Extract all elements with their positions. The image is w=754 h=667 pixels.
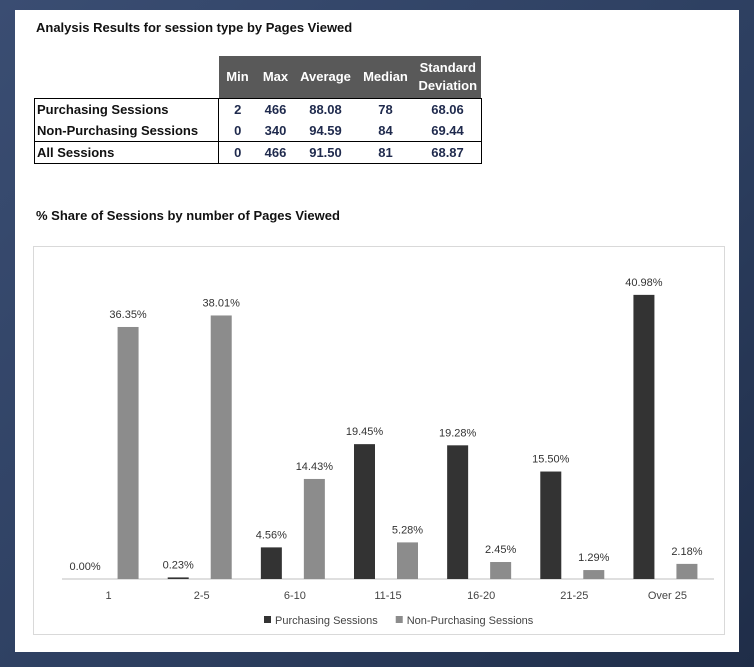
header-min: Min [218,56,257,99]
table-row: Purchasing Sessions 2 466 88.08 78 68.06 [34,98,482,120]
bar-non-purchasing [583,570,605,579]
data-label: 38.01% [203,297,241,309]
header-median: Median [356,56,415,99]
cell-median: 84 [378,123,393,138]
legend-label: Non-Purchasing Sessions [407,615,534,627]
bar-purchasing [167,577,189,579]
cell-min: 0 [218,120,257,142]
data-label: 19.28% [439,427,477,439]
chart-area: 0.00% 36.35% 1 0.23% 38.01% 2-5 4.56% 14.43% 6-1… [33,246,725,635]
bar-purchasing [633,294,655,579]
legend-label: Purchasing Sessions [275,615,378,627]
header-blank [35,56,219,99]
x-tick-label: 11-15 [374,590,401,602]
data-label: 0.23% [163,559,194,571]
table-header-row: Min Max Average Median Standard Deviation [35,56,482,99]
table-row: Non-Purchasing Sessions 0 340 94.59 84 6… [34,120,482,142]
data-label: 2.45% [485,544,516,556]
cell-median: 78 [356,98,415,120]
chart-title: % Share of Sessions by number of Pages V… [36,208,340,223]
cell-max: 466 [256,98,295,120]
cell-average: 94.59 [309,123,342,138]
cell-std: 68.87 [414,141,482,164]
bar-purchasing [354,444,375,579]
row-label: All Sessions [34,141,219,164]
cell-std: 68.06 [414,98,482,120]
bar-chart: 0.00% 36.35% 1 0.23% 38.01% 2-5 4.56% 14.43% 6-1… [62,277,714,627]
bar-non-purchasing [676,563,698,579]
bar-non-purchasing [397,542,418,579]
data-label: 4.56% [256,529,287,541]
cell-std: 69.44 [414,120,482,142]
cell-min: 2 [218,98,257,120]
data-label: 14.43% [296,461,334,473]
cell-median: 81 [356,141,415,164]
header-max: Max [256,56,295,99]
row-label: Non-Purchasing Sessions [34,120,219,142]
bar-purchasing [260,547,282,579]
data-label: 5.28% [392,524,423,536]
x-tick-label: 2-5 [194,590,210,602]
bar-non-purchasing [210,315,232,579]
data-label: 19.45% [346,426,384,438]
data-label: 0.00% [69,561,100,573]
data-label: 40.98% [625,277,663,289]
legend-swatch [264,616,271,623]
bar-purchasing [540,471,562,579]
table-row: All Sessions 0 466 91.50 81 68.87 [34,141,482,164]
x-tick-label: 16-20 [467,590,495,602]
data-label: 36.35% [109,309,147,321]
data-label: 2.18% [671,546,702,558]
report-panel: Analysis Results for session type by Pag… [15,10,739,652]
row-label: Purchasing Sessions [34,98,219,120]
x-tick-label: 6-10 [284,590,306,602]
stats-table: Min Max Average Median Standard Deviation… [34,56,482,164]
data-label: 15.50% [532,454,570,466]
x-tick-label: 1 [106,590,112,602]
cell-max: 340 [264,123,287,138]
bar-purchasing [447,445,469,579]
cell-min: 0 [218,141,257,164]
header-average: Average [294,56,357,99]
data-label: 1.29% [578,552,609,564]
bar-non-purchasing [117,326,139,579]
cell-average: 91.50 [294,141,357,164]
x-tick-label: 21-25 [560,590,588,602]
bar-non-purchasing [490,562,512,579]
header-standard-deviation: Standard Deviation [414,56,482,99]
bar-non-purchasing [303,478,325,579]
table-title: Analysis Results for session type by Pag… [36,20,353,35]
x-tick-label: Over 25 [648,590,687,602]
legend-swatch [395,616,403,623]
cell-max: 466 [256,141,295,164]
cell-average: 88.08 [294,98,357,120]
